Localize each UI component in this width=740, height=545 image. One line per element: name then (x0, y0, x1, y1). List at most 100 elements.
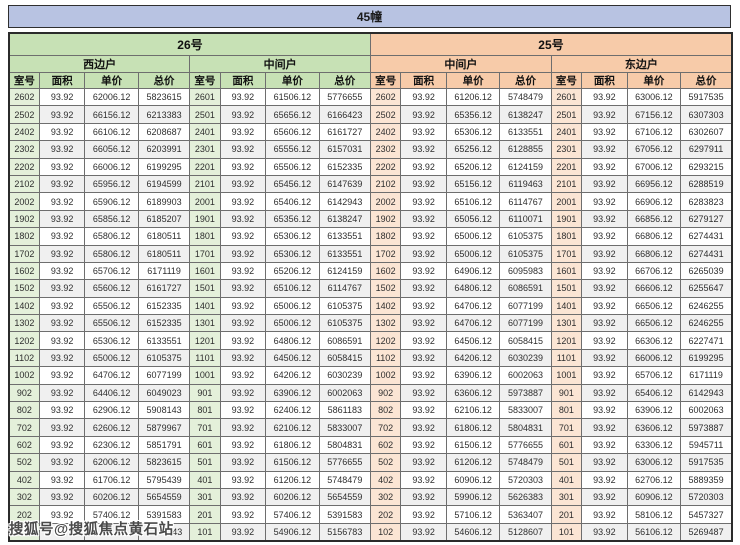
cell-total-price: 6133551 (137, 331, 191, 350)
cell-total-price: 5654559 (137, 487, 191, 507)
table-row: 1802 93.92 65806.12 6180511 1801 93.92 65306.1… (8, 227, 733, 246)
header-unit-price: 单价 (445, 72, 501, 89)
header-unit-price: 单价 (626, 72, 682, 89)
cell-unit-price: 65806.12 (84, 227, 139, 246)
cell-room: 901 (550, 383, 583, 403)
cell-total-price: 6307303 (680, 105, 733, 124)
cell-room: 2402 (8, 122, 40, 142)
cell-unit-price: 66806.12 (626, 227, 682, 246)
cell-area: 93.92 (219, 453, 267, 472)
cell-room: 401 (189, 470, 221, 489)
cell-total-price: 5748479 (499, 453, 552, 472)
cell-room: 1902 (369, 209, 402, 229)
cell-total-price: 6138247 (499, 105, 552, 124)
cell-room: 1202 (369, 331, 402, 350)
cell-area: 93.92 (219, 505, 267, 524)
price-table: 26号 25号 西边户 中间户 中间户 东边户 室号 面积 单价 总价 室号 面积 单价 总价… (8, 32, 733, 543)
cell-total-price: 6128855 (499, 140, 552, 159)
cell-room: 402 (8, 470, 40, 489)
column-header-row: 室号 面积 单价 总价 室号 面积 单价 总价 室号 面积 单价 总价 室号 面积 单价 总价 (8, 72, 733, 89)
cell-total-price: 6194599 (137, 174, 191, 194)
building-25-header: 25号 (369, 32, 733, 56)
cell-unit-price: 65156.12 (445, 174, 501, 194)
cell-total-price: 5973887 (680, 418, 733, 437)
header-unit-price: 单价 (84, 72, 139, 89)
cell-area: 93.92 (38, 192, 86, 211)
cell-unit-price: 65606.12 (84, 279, 139, 298)
cell-area: 93.92 (581, 418, 628, 437)
cell-area: 93.92 (38, 227, 86, 246)
cell-unit-price: 64206.12 (445, 348, 501, 368)
table-row: 702 93.92 62606.12 5879967 701 93.92 62106.12 5… (8, 418, 733, 437)
cell-unit-price: 66906.12 (626, 192, 682, 211)
cell-unit-price: 57406.12 (265, 505, 320, 524)
unit-header-east: 东边户 (550, 55, 733, 73)
cell-room: 2002 (8, 192, 40, 211)
cell-total-price: 5363407 (499, 505, 552, 524)
cell-total-price: 5823615 (137, 87, 191, 107)
cell-unit-price: 62106.12 (445, 401, 501, 420)
cell-total-price: 6002063 (680, 401, 733, 420)
cell-unit-price: 66956.12 (626, 174, 682, 194)
cell-area: 93.92 (400, 522, 447, 542)
cell-unit-price: 65406.12 (265, 192, 320, 211)
cell-unit-price: 65856.12 (84, 209, 139, 229)
cell-area: 93.92 (400, 453, 447, 472)
cell-unit-price: 62406.12 (265, 401, 320, 420)
cell-area: 93.92 (219, 314, 267, 333)
cell-unit-price: 59906.12 (445, 487, 501, 507)
cell-unit-price: 60906.12 (445, 470, 501, 489)
cell-area: 93.92 (400, 227, 447, 246)
cell-area: 93.92 (581, 314, 628, 333)
cell-total-price: 6227471 (680, 331, 733, 350)
cell-area: 93.92 (219, 348, 267, 368)
cell-unit-price: 63006.12 (626, 453, 682, 472)
cell-unit-price: 65506.12 (84, 296, 139, 316)
cell-area: 93.92 (38, 453, 86, 472)
cell-area: 93.92 (581, 366, 628, 385)
cell-area: 93.92 (581, 209, 628, 229)
cell-total-price: 5851791 (137, 435, 191, 455)
header-area: 面积 (581, 72, 628, 89)
cell-area: 93.92 (38, 209, 86, 229)
cell-total-price: 6142943 (318, 192, 371, 211)
cell-room: 1101 (550, 348, 583, 368)
cell-room: 1202 (8, 331, 40, 350)
cell-room: 2402 (369, 122, 402, 142)
table-row: 2602 93.92 62006.12 5823615 2601 93.92 61506.1… (8, 87, 733, 107)
cell-room: 1402 (8, 296, 40, 316)
cell-unit-price: 64806.12 (265, 331, 320, 350)
cell-unit-price: 62106.12 (265, 418, 320, 437)
table-row: 502 93.92 62006.12 5823615 501 93.92 61506.12 5… (8, 453, 733, 472)
cell-room: 2101 (189, 174, 221, 194)
cell-room: 2301 (189, 140, 221, 159)
cell-unit-price: 66156.12 (84, 105, 139, 124)
building-header-row: 26号 25号 (8, 32, 733, 56)
cell-area: 93.92 (400, 261, 447, 281)
cell-total-price: 6147639 (318, 174, 371, 194)
cell-unit-price: 65706.12 (84, 261, 139, 281)
cell-total-price: 5879967 (137, 418, 191, 437)
cell-area: 93.92 (219, 366, 267, 385)
cell-area: 93.92 (400, 244, 447, 263)
cell-total-price: 6199295 (680, 348, 733, 368)
table-row: 1702 93.92 65806.12 6180511 1701 93.92 65306.1… (8, 244, 733, 263)
cell-total-price: 6077199 (137, 366, 191, 385)
cell-total-price: 5917535 (680, 87, 733, 107)
cell-area: 93.92 (581, 296, 628, 316)
cell-area: 93.92 (38, 418, 86, 437)
cell-unit-price: 63606.12 (445, 383, 501, 403)
cell-unit-price: 57406.12 (84, 505, 139, 524)
cell-room: 1902 (8, 209, 40, 229)
cell-room: 2501 (189, 105, 221, 124)
header-room: 室号 (8, 72, 40, 89)
cell-total-price: 6133551 (499, 122, 552, 142)
cell-room (8, 522, 40, 542)
cell-total-price: 6293215 (680, 157, 733, 176)
cell-total-price: 6077199 (499, 296, 552, 316)
cell-area: 93.92 (581, 348, 628, 368)
cell-area: 93.92 (38, 261, 86, 281)
cell-room: 2501 (550, 105, 583, 124)
cell-area: 93.92 (581, 401, 628, 420)
